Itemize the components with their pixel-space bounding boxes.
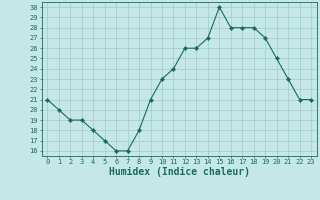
X-axis label: Humidex (Indice chaleur): Humidex (Indice chaleur) <box>109 167 250 177</box>
